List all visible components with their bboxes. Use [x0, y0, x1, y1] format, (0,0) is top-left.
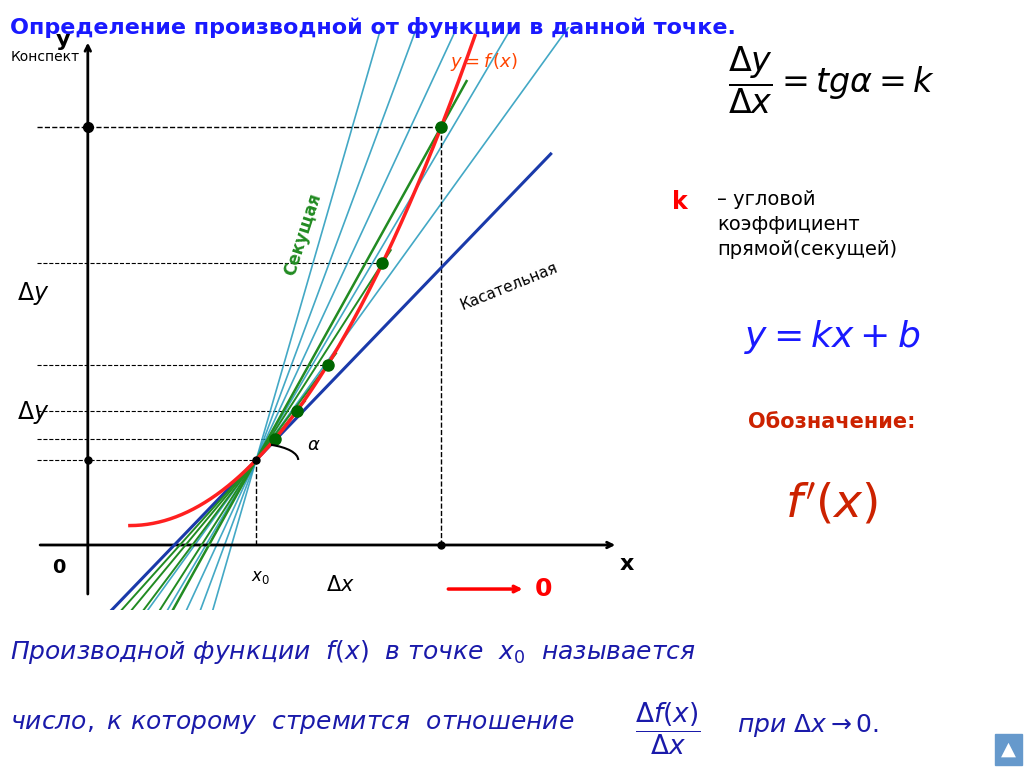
- Text: $\Delta y$: $\Delta y$: [17, 280, 49, 307]
- Text: – угловой
коэффициент
прямой(секущей): – угловой коэффициент прямой(секущей): [717, 190, 897, 259]
- Text: $y = f\,(x)$: $y = f\,(x)$: [450, 51, 517, 73]
- Text: $\dfrac{\Delta y}{\Delta x} = tg\alpha = k$: $\dfrac{\Delta y}{\Delta x} = tg\alpha =…: [728, 44, 936, 116]
- Text: Касательная: Касательная: [458, 259, 559, 312]
- Text: Секущая: Секущая: [281, 190, 325, 278]
- Text: y: y: [55, 30, 70, 50]
- Text: $\Delta y$: $\Delta y$: [17, 399, 49, 426]
- Text: 0: 0: [51, 558, 66, 577]
- Text: $\it{число,\ к\ которому\ \ стремится\ \ отношение}$: $\it{число,\ к\ которому\ \ стремится\ \…: [10, 712, 574, 736]
- Text: Конспект: Конспект: [10, 50, 80, 64]
- Text: Обозначение:: Обозначение:: [749, 412, 915, 432]
- Text: $f'(x)$: $f'(x)$: [785, 482, 879, 527]
- Text: $\alpha$: $\alpha$: [306, 436, 321, 454]
- Text: $\Delta x$: $\Delta x$: [326, 575, 354, 595]
- Text: Определение производной от функции в данной точке.: Определение производной от функции в дан…: [10, 17, 736, 38]
- Text: ▲: ▲: [1001, 740, 1016, 759]
- Text: $\mathbf{k}$: $\mathbf{k}$: [671, 190, 689, 214]
- Text: $x_0$: $x_0$: [251, 568, 269, 586]
- Text: $\mathbf{0}$: $\mathbf{0}$: [534, 577, 552, 601]
- Text: $\dfrac{\Delta f(x)}{\Delta x}$: $\dfrac{\Delta f(x)}{\Delta x}$: [635, 701, 700, 757]
- Text: $\it{Производной\ функции}$  $f(x)$  $\it{в\ точке}$  $x_0$  $\it{называется}$: $\it{Производной\ функции}$ $f(x)$ $\it{…: [10, 638, 696, 666]
- Text: $\it{при}$ $\Delta x \rightarrow 0.$: $\it{при}$ $\Delta x \rightarrow 0.$: [737, 712, 880, 739]
- Text: x: x: [620, 555, 634, 574]
- Text: $y = kx+b$: $y = kx+b$: [743, 318, 921, 357]
